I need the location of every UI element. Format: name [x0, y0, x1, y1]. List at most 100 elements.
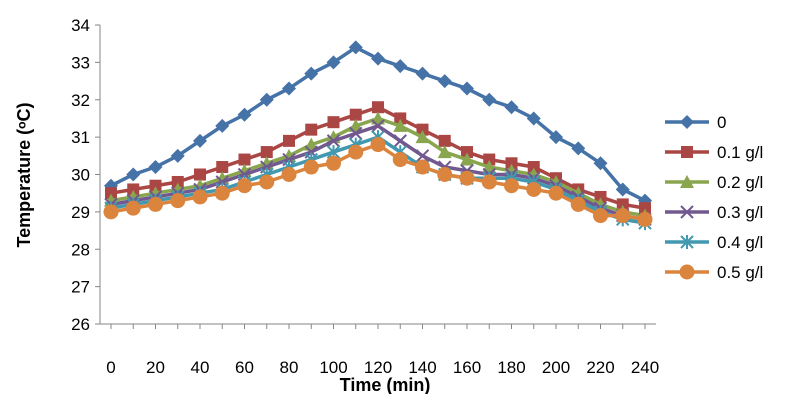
x-tick-label: 140: [408, 358, 436, 377]
data-point: [615, 208, 631, 224]
x-tick-label: 20: [146, 358, 165, 377]
data-point: [148, 196, 163, 212]
data-point: [125, 200, 141, 216]
data-point: [148, 160, 163, 175]
data-point: [437, 167, 453, 182]
data-point: [327, 116, 340, 129]
data-point: [594, 190, 607, 203]
data-point: [326, 134, 341, 148]
data-point: [437, 145, 452, 159]
data-point: [393, 118, 408, 132]
y-tick-label: 32: [71, 91, 90, 110]
legend-label: 0.1 g/l: [717, 143, 763, 162]
data-point: [548, 185, 564, 201]
series-0: [104, 40, 652, 208]
data-point: [304, 66, 319, 81]
x-axis-title: Time (min): [340, 375, 431, 394]
data-point: [593, 208, 608, 224]
y-tick-label: 27: [71, 278, 90, 297]
legend: 0 0.1 g/l 0.2 g/l 0.3 g/l 0.4 g/l 0.5 g/l: [665, 113, 763, 282]
data-point: [349, 126, 363, 141]
data-point: [215, 118, 230, 133]
data-point: [170, 193, 186, 209]
data-point: [394, 112, 407, 125]
data-point: [260, 146, 273, 159]
data-point: [438, 134, 451, 147]
x-tick-label: 180: [497, 358, 525, 377]
data-point: [237, 107, 252, 122]
legend-label: 0.3 g/l: [717, 203, 763, 222]
y-tick-label: 29: [71, 203, 90, 222]
y-axis-title: Temperature (ᵒC): [14, 102, 34, 247]
data-point: [371, 111, 385, 125]
legend-entry: 0.1 g/l: [665, 143, 763, 162]
data-point: [437, 74, 452, 89]
y-tick-label: 28: [71, 240, 90, 259]
data-point: [504, 100, 519, 115]
data-point: [149, 179, 162, 192]
data-point: [283, 134, 295, 147]
y-tick-label: 26: [71, 315, 90, 334]
data-point: [504, 178, 519, 194]
series-layer: [103, 40, 653, 231]
data-point: [193, 133, 207, 148]
data-point: [259, 174, 275, 190]
data-point: [348, 40, 363, 55]
x-tick-label: 60: [235, 358, 254, 377]
x-tick-label: 40: [191, 358, 210, 377]
data-point: [415, 130, 430, 144]
data-point: [326, 155, 341, 171]
legend-label: 0.4 g/l: [717, 233, 763, 252]
data-point: [416, 123, 429, 136]
data-point: [192, 189, 208, 205]
legend-marker: [680, 115, 694, 129]
data-point: [171, 175, 184, 188]
legend-label: 0: [717, 113, 726, 132]
data-point: [371, 119, 385, 133]
y-tick-label: 30: [71, 166, 90, 185]
data-point: [527, 161, 540, 174]
data-point: [216, 161, 229, 174]
x-tick-label: 160: [453, 358, 481, 377]
legend-entry: 0.5 g/l: [665, 263, 763, 282]
x-tick-label: 200: [542, 358, 570, 377]
data-point: [392, 152, 408, 168]
data-point: [461, 146, 473, 159]
data-point: [371, 51, 385, 66]
legend-entry: 0.3 g/l: [665, 203, 763, 222]
data-point: [637, 211, 653, 227]
x-tick-label: 0: [106, 358, 115, 377]
data-point: [127, 183, 140, 196]
legend-entry: 0.2 g/l: [665, 173, 763, 192]
data-point: [415, 149, 430, 163]
legend-marker: [681, 146, 693, 158]
x-tick-label: 80: [280, 358, 299, 377]
data-point: [415, 159, 430, 175]
legend-marker: [680, 205, 694, 219]
data-point: [505, 157, 518, 170]
data-point: [194, 168, 206, 181]
data-point: [415, 66, 430, 81]
data-point: [459, 170, 475, 186]
y-tick-label: 34: [71, 16, 90, 35]
x-tick-label: 220: [586, 358, 614, 377]
data-point: [393, 134, 407, 148]
x-tick-label: 100: [319, 358, 347, 377]
data-point: [282, 81, 296, 96]
x-tick-label: 240: [631, 358, 659, 377]
y-tick-label: 33: [71, 53, 90, 72]
data-point: [305, 123, 318, 136]
data-point: [571, 141, 586, 156]
legend-entry: 0.4 g/l: [665, 233, 763, 252]
legend-label: 0.2 g/l: [717, 173, 763, 192]
data-point: [460, 81, 474, 96]
data-point: [570, 196, 586, 212]
legend-marker: [679, 264, 695, 280]
data-point: [593, 156, 608, 171]
data-point: [481, 174, 497, 190]
data-point: [259, 92, 274, 107]
x-tick-label: 120: [364, 358, 392, 377]
x-axis: 0 20 40 60 80 100 120 140 160 180 200 220 240: [100, 323, 659, 377]
series-5: [103, 137, 653, 227]
